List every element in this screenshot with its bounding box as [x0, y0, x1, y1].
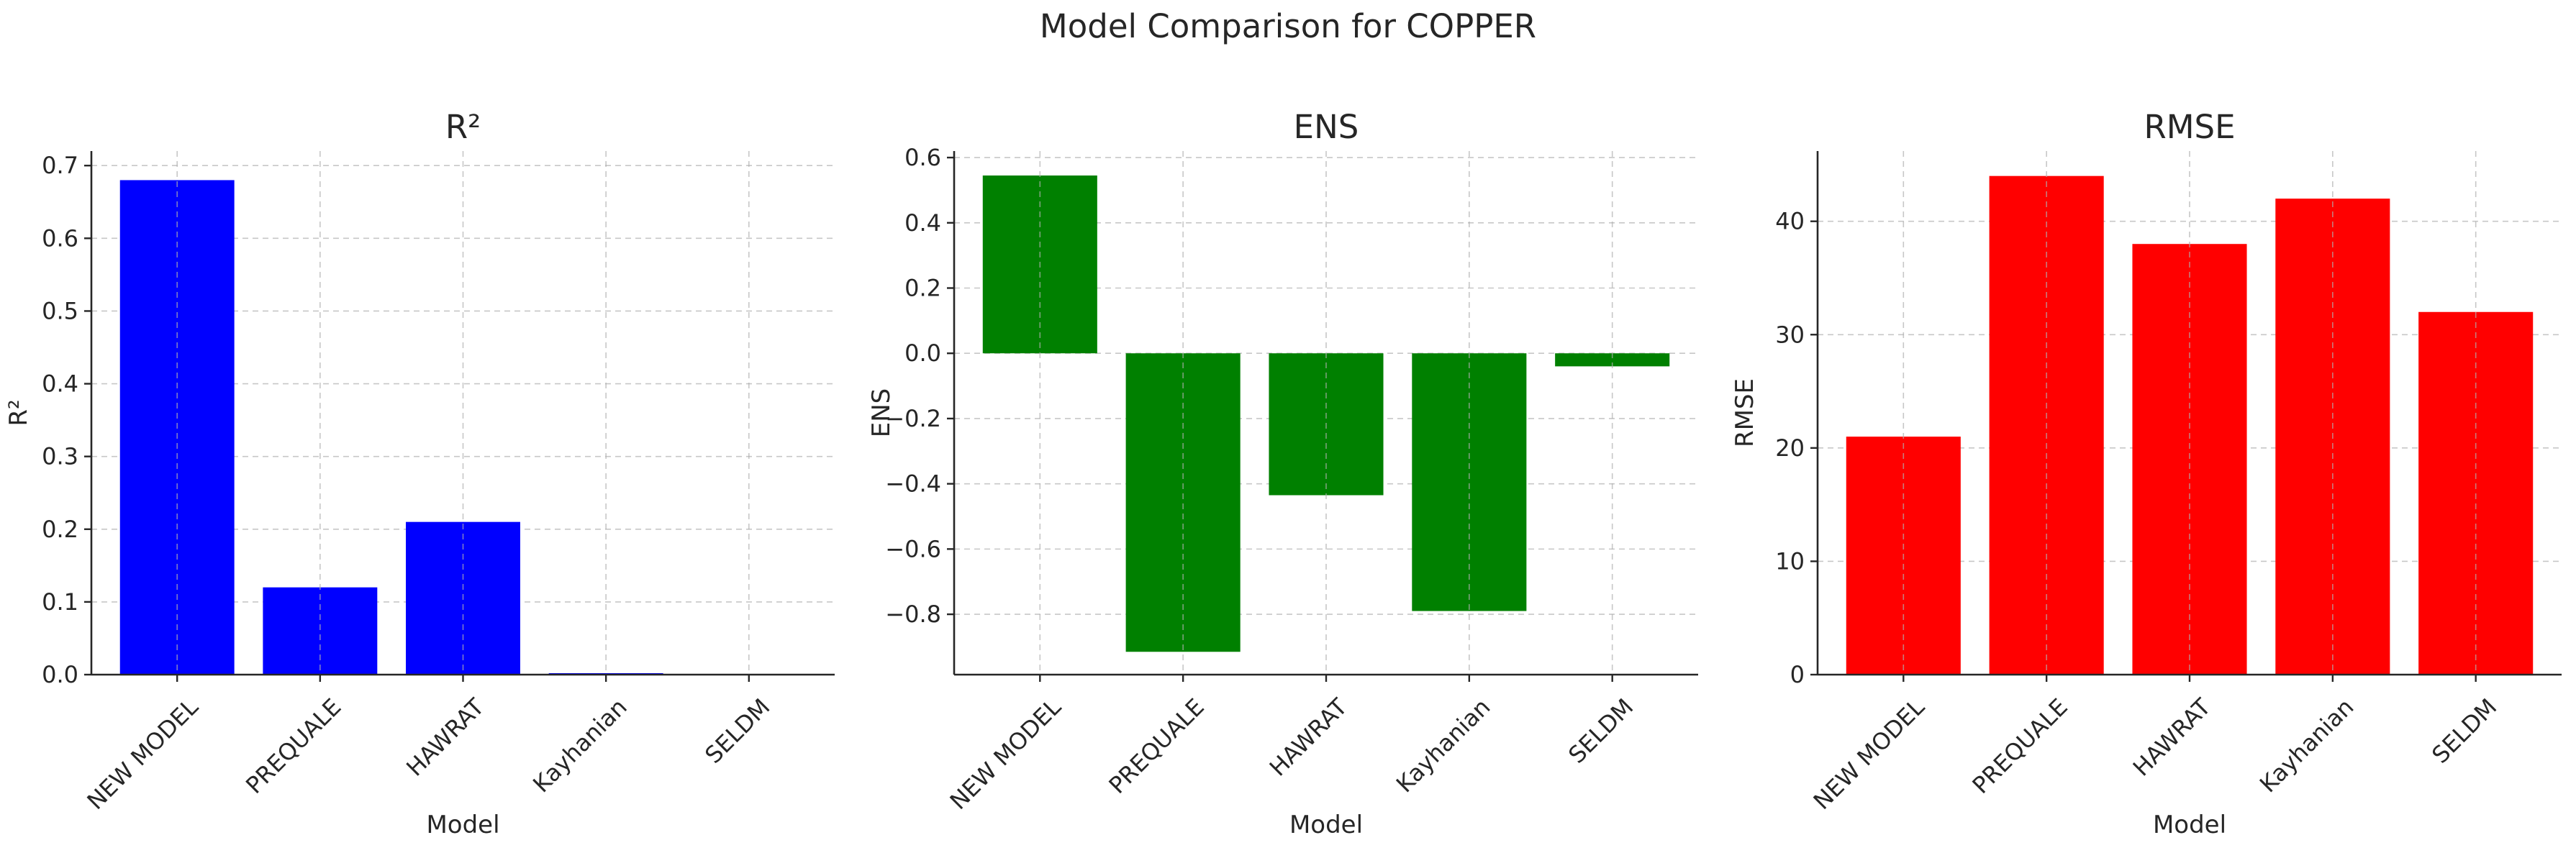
- y-tick-label: 0.4: [904, 209, 941, 237]
- y-tick-label: 0.7: [42, 152, 78, 179]
- chart-1: 0.0 0.1 0.2 0.3 0.4 0.5 0.6 0.7 NEW MODEL PREQUAL…: [4, 108, 835, 839]
- y-tick-label: 0.4: [42, 370, 78, 398]
- y-tick-label: 0: [1790, 661, 1805, 688]
- bar-kayhanian: [1412, 353, 1527, 611]
- y-tick-label: 0.2: [42, 516, 78, 543]
- x-tick-label: NEW MODEL: [82, 693, 204, 815]
- x-axis-label: Model: [426, 811, 499, 839]
- y-tick-label: 0.6: [42, 224, 78, 252]
- bar-hawrat: [2132, 244, 2247, 675]
- chart-title: R²: [445, 108, 481, 146]
- y-tick-label: 0.5: [42, 297, 78, 324]
- y-tick-label: 30: [1775, 321, 1805, 348]
- y-tick-label: −0.8: [885, 601, 941, 628]
- chart-title: RMSE: [2144, 108, 2235, 146]
- y-tick-label: 10: [1775, 547, 1805, 575]
- y-tick-label: 40: [1775, 208, 1805, 235]
- bar-seldm: [2418, 311, 2534, 675]
- x-tick-label: HAWRAT: [2128, 693, 2216, 781]
- x-tick-label: Kayhanian: [2254, 693, 2359, 798]
- y-tick-label: 0.1: [42, 588, 78, 616]
- bar-prequale: [263, 587, 378, 675]
- x-tick-label: PREQUALE: [1103, 693, 1209, 799]
- x-tick-label: NEW MODEL: [945, 693, 1066, 815]
- y-tick-label: 0.0: [904, 339, 941, 367]
- x-tick-label: PREQUALE: [1967, 693, 2072, 799]
- x-tick-label: HAWRAT: [1264, 693, 1353, 781]
- y-tick-label: −0.4: [885, 470, 941, 498]
- y-tick-label: −0.2: [885, 405, 941, 432]
- y-axis-label: RMSE: [1731, 378, 1759, 447]
- x-tick-label: HAWRAT: [401, 693, 489, 781]
- y-tick-label: −0.6: [885, 535, 941, 562]
- chart-3: 0 10 20 30 40 NEW MODEL PREQUALE HAWRAT Kayhania…: [1731, 108, 2562, 839]
- y-tick-label: 0.6: [904, 144, 941, 171]
- y-tick-label: 0.3: [42, 443, 78, 470]
- figure-title: Model Comparison for COPPER: [1040, 7, 1536, 45]
- x-tick-label: NEW MODEL: [1808, 693, 1930, 815]
- x-tick-label: Kayhanian: [1391, 693, 1496, 798]
- x-tick-label: PREQUALE: [240, 693, 346, 799]
- x-axis-label: Model: [1289, 811, 1363, 839]
- y-tick-label: 0.2: [904, 275, 941, 302]
- chart-2: −0.8 −0.6 −0.4 −0.2 0.0 0.2 0.4 0.6 NEW MODEL PRE…: [867, 108, 1698, 839]
- y-axis-label: ENS: [867, 388, 896, 438]
- y-tick-label: 0.0: [42, 661, 78, 688]
- x-tick-label: SELDM: [2426, 693, 2502, 769]
- x-tick-label: SELDM: [1563, 693, 1638, 769]
- x-tick-label: Kayhanian: [527, 693, 632, 798]
- chart-title: ENS: [1294, 108, 1359, 146]
- x-tick-label: SELDM: [699, 693, 775, 769]
- bar-seldm: [1555, 353, 1670, 367]
- y-axis-label: R²: [4, 399, 33, 426]
- x-axis-label: Model: [2153, 811, 2226, 839]
- y-tick-label: 20: [1775, 434, 1805, 462]
